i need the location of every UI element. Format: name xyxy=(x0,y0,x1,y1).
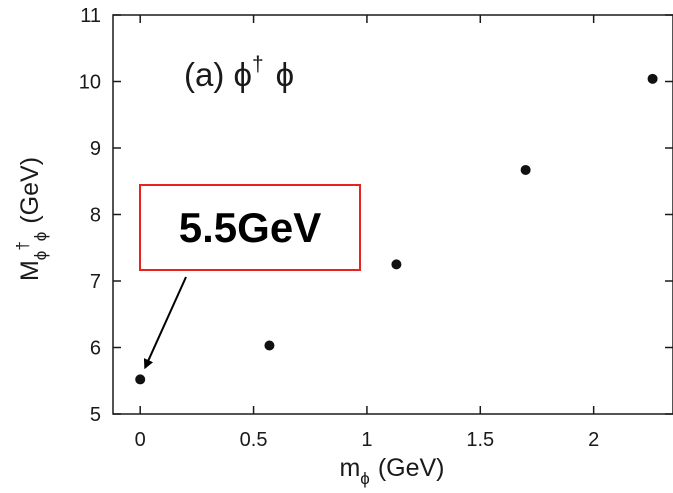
x-tick-label: 1.5 xyxy=(466,429,494,451)
x-tick-label: 1 xyxy=(361,429,372,451)
x-tick-label: 2 xyxy=(588,429,599,451)
data-points xyxy=(135,73,658,385)
x-axis-title: mϕ (GeV) xyxy=(339,454,444,488)
data-point xyxy=(520,164,531,175)
callout-arrow xyxy=(143,276,187,370)
y-tick-label: 7 xyxy=(90,271,101,293)
x-tick-label: 0 xyxy=(135,429,146,451)
y-tick-label: 6 xyxy=(90,338,101,360)
y-axis-ticks: 5 6 7 8 9 10 11 xyxy=(79,5,673,426)
y-tick-label: 5 xyxy=(90,404,101,426)
panel-annotation: (a) ϕ† ϕ xyxy=(184,53,294,93)
callout-box xyxy=(139,184,361,271)
data-point xyxy=(264,340,275,351)
data-point xyxy=(647,73,658,84)
y-tick-label: 10 xyxy=(79,72,101,94)
data-point xyxy=(391,259,402,270)
callout-text: 5.5GeV xyxy=(179,204,321,251)
y-tick-label: 11 xyxy=(80,5,101,27)
y-tick-label: 8 xyxy=(90,205,101,227)
y-axis-title: Mϕ†ϕ(GeV) xyxy=(13,157,50,281)
x-tick-label: 0.5 xyxy=(240,429,268,451)
data-point xyxy=(135,374,146,385)
x-axis-ticks: 0 0.5 1 1.5 2 xyxy=(135,15,599,451)
y-tick-label: 9 xyxy=(90,138,101,160)
